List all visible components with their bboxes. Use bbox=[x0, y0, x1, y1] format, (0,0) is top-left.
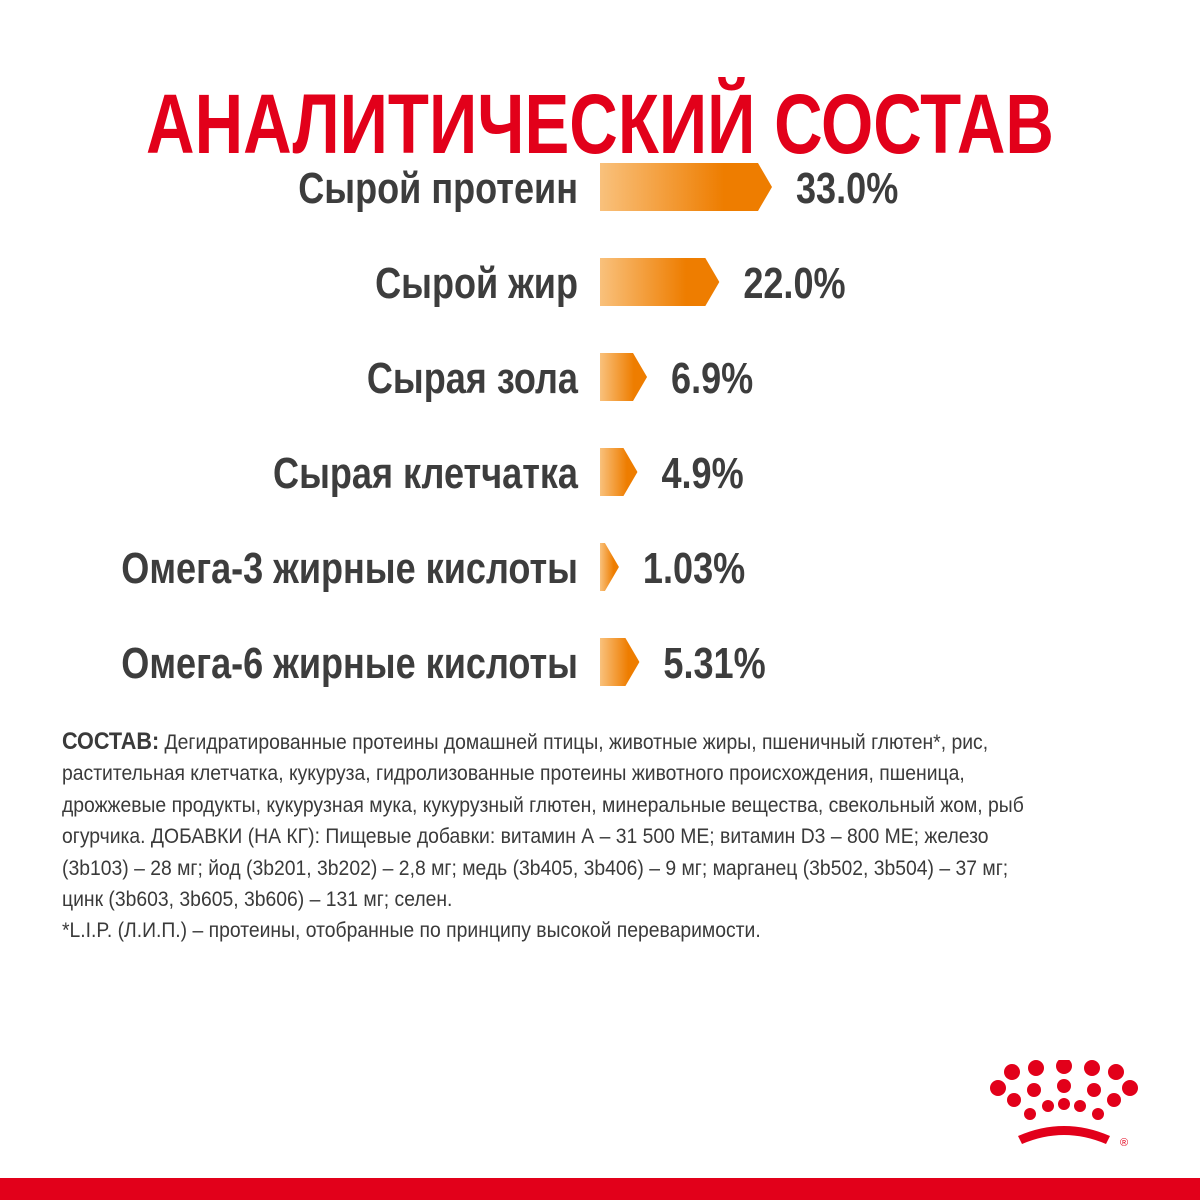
brand-bottom-bar bbox=[0, 1178, 1200, 1200]
composition-text: СОСТАВ: Дегидратированные протеины домаш… bbox=[62, 726, 1034, 947]
crown-base bbox=[1018, 1126, 1110, 1144]
value-label: 1.03% bbox=[643, 544, 745, 593]
crown-dot bbox=[1058, 1098, 1070, 1110]
bar-3 bbox=[600, 353, 648, 401]
crown-dot bbox=[1122, 1080, 1138, 1096]
crown-dot bbox=[1007, 1093, 1021, 1107]
crown-dot bbox=[1087, 1083, 1101, 1097]
composition-footnote: *L.I.P. (Л.И.П.) – протеины, отобранные … bbox=[62, 918, 761, 943]
value-label: 4.9% bbox=[661, 449, 743, 498]
registered-mark: ® bbox=[1120, 1137, 1128, 1149]
crown-dot bbox=[1084, 1060, 1100, 1076]
crown-dot bbox=[990, 1080, 1006, 1096]
bar-6 bbox=[600, 638, 640, 686]
crown-dot bbox=[1056, 1060, 1072, 1074]
composition-lead: СОСТАВ: bbox=[62, 728, 160, 755]
crown-dot bbox=[1027, 1083, 1041, 1097]
category-label: Сырой протеин bbox=[298, 164, 578, 213]
category-label: Омега-6 жирные кислоты bbox=[121, 639, 578, 688]
crown-dot bbox=[1108, 1064, 1124, 1080]
crown-dot bbox=[1004, 1064, 1020, 1080]
crown-dot bbox=[1024, 1108, 1036, 1120]
crown-dot bbox=[1074, 1100, 1086, 1112]
category-label: Сырая зола bbox=[367, 354, 579, 403]
crown-dot bbox=[1042, 1100, 1054, 1112]
bar-4 bbox=[600, 448, 638, 496]
crown-dots bbox=[990, 1060, 1138, 1120]
value-label: 22.0% bbox=[743, 259, 845, 308]
value-label: 33.0% bbox=[796, 164, 898, 213]
value-label: 5.31% bbox=[663, 639, 765, 688]
category-label: Омега-3 жирные кислоты bbox=[121, 544, 578, 593]
composition-bar-chart: Сырой протеин 33.0% Сырой жир 22.0% Сырая зо… bbox=[121, 163, 898, 688]
value-label: 6.9% bbox=[671, 354, 753, 403]
crown-dot bbox=[1028, 1060, 1044, 1076]
crown-dot bbox=[1092, 1108, 1104, 1120]
category-label: Сырая клетчатка bbox=[273, 449, 579, 498]
royal-canin-crown-icon: ® bbox=[990, 1060, 1138, 1149]
page-title: АНАЛИТИЧЕСКИЙ СОСТАВ bbox=[146, 77, 1054, 172]
composition-body: Дегидратированные протеины домашней птиц… bbox=[62, 730, 1024, 912]
bar-5 bbox=[600, 543, 619, 591]
crown-dot bbox=[1107, 1093, 1121, 1107]
bar-1 bbox=[600, 163, 772, 211]
crown-dot bbox=[1057, 1079, 1071, 1093]
bar-2 bbox=[600, 258, 720, 306]
category-label: Сырой жир bbox=[375, 259, 578, 308]
